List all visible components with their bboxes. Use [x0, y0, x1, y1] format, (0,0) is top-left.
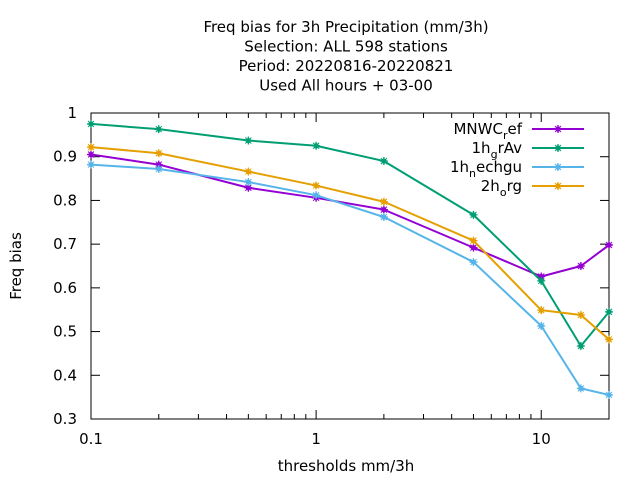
data-point — [154, 149, 163, 158]
data-point — [537, 276, 546, 285]
x-tick-label: 1 — [311, 430, 321, 448]
chart-title-line: Selection: ALL 598 stations — [244, 38, 448, 56]
data-point — [605, 390, 613, 399]
data-point — [87, 150, 95, 159]
series-line — [90, 122, 610, 347]
y-axis-label: Freq bias — [7, 232, 25, 300]
plot-frame — [90, 112, 610, 420]
y-tick-label: 0.8 — [53, 191, 77, 209]
data-point — [244, 178, 253, 187]
data-point — [87, 119, 95, 128]
data-point — [244, 136, 253, 145]
data-point — [605, 241, 613, 250]
legend-label: 1hgrAv — [472, 139, 523, 161]
data-point — [379, 205, 388, 214]
chart-title: Freq bias for 3h Precipitation (mm/3h) Se… — [203, 18, 488, 95]
data-point — [469, 236, 478, 245]
data-point — [154, 164, 163, 173]
legend-marker — [554, 182, 562, 190]
data-point — [312, 191, 321, 200]
x-tick-label: 10 — [532, 430, 551, 448]
data-point — [312, 181, 321, 190]
series-1h_grAv — [87, 119, 613, 350]
legend-label: MNWCref — [453, 120, 522, 142]
data-point — [537, 306, 546, 315]
y-tick-label: 0.3 — [53, 410, 77, 428]
data-point — [244, 167, 253, 176]
series-1h_nechgu — [87, 160, 613, 399]
y-tick-label: 0.9 — [53, 148, 77, 166]
y-tick-label: 0.4 — [53, 366, 77, 384]
data-point — [537, 321, 546, 330]
y-tick-label: 0.5 — [53, 323, 77, 341]
y-tick-label: 0.6 — [53, 279, 77, 297]
series-lines — [87, 119, 613, 399]
y-tick-label: 1 — [67, 104, 77, 122]
data-point — [154, 125, 163, 134]
legend-entry-MNWC_ref: MNWCref — [453, 120, 584, 142]
data-point — [379, 197, 388, 206]
series-line — [90, 163, 610, 396]
chart-title-line: Period: 20220816-20220821 — [239, 57, 454, 75]
legend-entry-1h_nechgu: 1hnechgu — [450, 158, 584, 180]
axis-ticks: 0.3 0.4 0.5 0.6 0.7 0.8 0.9 1 0.1 1 10 — [53, 104, 610, 448]
data-point — [87, 160, 95, 169]
series-line — [90, 153, 610, 278]
data-point — [576, 341, 585, 350]
legend-marker — [554, 125, 562, 133]
y-tick-label: 0.7 — [53, 235, 77, 253]
x-axis-label: thresholds mm/3h — [278, 457, 415, 475]
data-point — [379, 213, 388, 222]
data-point — [605, 307, 613, 316]
legend-marker — [554, 144, 562, 152]
legend-entry-1h_grAv: 1hgrAv — [472, 139, 584, 161]
data-point — [469, 258, 478, 267]
data-point — [576, 262, 585, 270]
legend-marker — [554, 163, 562, 171]
series-line — [90, 146, 610, 341]
legend-entry-2h_org: 2horg — [481, 177, 584, 199]
legend-label: 2horg — [481, 177, 522, 199]
legend-label: 1hnechgu — [450, 158, 522, 180]
data-point — [469, 210, 478, 219]
data-point — [469, 243, 478, 252]
chart-title-line: Freq bias for 3h Precipitation (mm/3h) — [203, 18, 488, 36]
data-point — [379, 157, 388, 166]
chart-title-line: Used All hours + 03-00 — [259, 77, 433, 95]
series-2h_org — [87, 143, 613, 344]
data-point — [605, 335, 613, 344]
data-point — [87, 143, 95, 152]
x-tick-label: 0.1 — [79, 430, 103, 448]
data-point — [576, 310, 585, 319]
data-point — [576, 384, 585, 393]
data-point — [312, 141, 321, 150]
